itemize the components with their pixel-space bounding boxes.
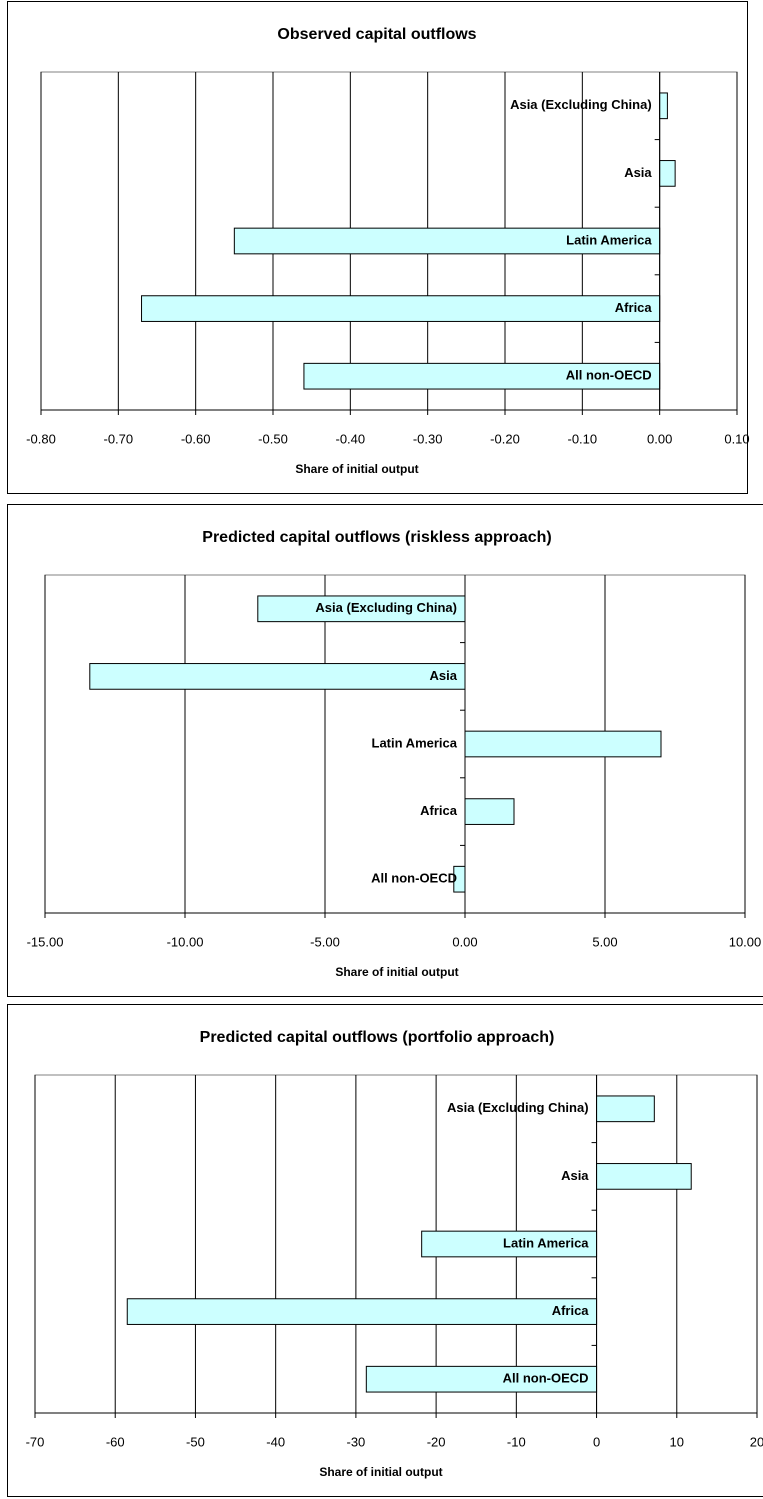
bar [257,595,466,623]
bar [421,1230,598,1258]
x-tick-label: -0.20 [490,431,520,446]
category-label: All non-OECD [503,1371,589,1386]
category-label: Latin America [372,735,458,750]
x-tick-label: 5.00 [592,934,617,949]
x-tick-label: -5.00 [310,934,340,949]
category-label: Africa [552,1303,590,1318]
x-tick-label: -30 [346,1434,365,1449]
x-tick-label: -0.50 [258,431,288,446]
x-tick-label: -0.70 [104,431,134,446]
plot-area [34,1074,758,1414]
category-label: All non-OECD [371,871,457,886]
x-tick-label: -50 [186,1434,205,1449]
bar [233,227,661,255]
x-tick-label: -0.60 [181,431,211,446]
category-label: All non-OECD [566,368,652,383]
bar [659,92,668,120]
x-tick-label: 20 [750,1434,763,1449]
category-label: Africa [615,300,653,315]
chart-title: Predicted capital outflows (portfolio ap… [200,1029,555,1046]
bar [596,1163,692,1190]
x-tick-label: 10 [670,1434,684,1449]
bar [596,1095,655,1123]
x-tick-label: -0.40 [336,431,366,446]
x-tick-label: 0.10 [724,431,749,446]
x-tick-label: -70 [26,1434,45,1449]
bar [464,798,515,825]
category-label: Asia [624,165,652,180]
category-label: Asia (Excluding China) [315,600,457,615]
category-label: Africa [420,803,458,818]
category-label: Latin America [566,232,652,247]
x-tick-label: -20 [427,1434,446,1449]
x-axis-title: Share of initial output [335,965,458,979]
category-label: Asia [430,668,458,683]
bar [126,1298,598,1325]
x-tick-label: -10.00 [167,934,204,949]
bar [365,1365,598,1393]
category-label: Latin America [503,1235,589,1250]
x-tick-label: 0.00 [647,431,672,446]
x-tick-label: -0.10 [568,431,598,446]
bar [141,295,661,322]
x-axis-title: Share of initial output [319,1465,442,1479]
chart-title: Predicted capital outflows (riskless app… [202,529,551,546]
bar [89,663,466,690]
chart-title: Observed capital outflows [277,26,476,43]
x-tick-label: -15.00 [27,934,64,949]
x-tick-label: -0.80 [26,431,56,446]
category-label: Asia (Excluding China) [447,1100,589,1115]
x-axis-title: Share of initial output [295,462,418,476]
x-tick-label: -10 [507,1434,526,1449]
category-label: Asia (Excluding China) [510,97,652,112]
x-tick-label: -40 [266,1434,285,1449]
x-tick-label: 0 [593,1434,600,1449]
x-tick-label: 0.00 [452,934,477,949]
category-label: Asia [561,1168,589,1183]
x-tick-label: -0.30 [413,431,443,446]
x-tick-label: 10.00 [729,934,762,949]
x-tick-label: -60 [106,1434,125,1449]
bar [659,160,676,187]
bar [464,730,662,758]
bar [303,362,661,390]
